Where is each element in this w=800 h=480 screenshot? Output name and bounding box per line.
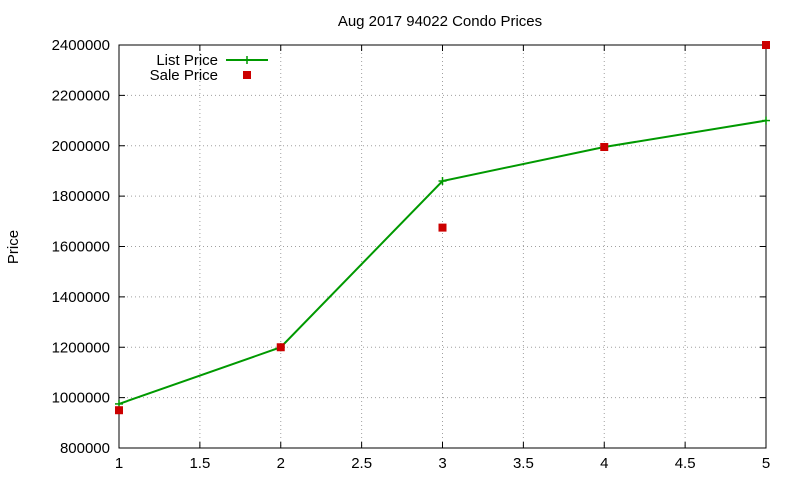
list-price-point (438, 177, 447, 186)
x-tick-label: 1.5 (189, 455, 210, 472)
legend-label-list-price: List Price (156, 52, 218, 69)
x-tick-label: 5 (762, 455, 770, 472)
legend-label-sale-price: Sale Price (150, 67, 218, 84)
y-tick-label: 1800000 (52, 188, 110, 205)
y-tick-label: 2000000 (52, 138, 110, 155)
x-tick-label: 4.5 (675, 455, 696, 472)
series (115, 41, 770, 415)
x-tick-label: 1 (115, 455, 123, 472)
legend-marker-list-price (243, 56, 251, 64)
y-tick-label: 2400000 (52, 37, 110, 54)
grid (119, 45, 766, 448)
sale-price-point (276, 343, 285, 352)
x-tick-label: 3.5 (513, 455, 534, 472)
x-tick-label: 4 (600, 455, 608, 472)
sale-price-point (762, 41, 770, 49)
x-tick-label: 3 (438, 455, 446, 472)
sale-price-point (438, 223, 447, 232)
x-tick-label: 2.5 (351, 455, 372, 472)
y-tick-label: 1200000 (52, 339, 110, 356)
chart-title: Aug 2017 94022 Condo Prices (338, 13, 542, 30)
list-price-point (762, 116, 770, 125)
y-tick-label: 800000 (60, 440, 110, 457)
y-tick-label: 2200000 (52, 87, 110, 104)
y-axis-label: Price (5, 230, 22, 264)
sale-price-point (115, 406, 123, 415)
y-tick-label: 1600000 (52, 239, 110, 256)
y-tick-label: 1000000 (52, 390, 110, 407)
axis-ticks: 800000 1000000 1200000 1400000 1600000 180000… (52, 37, 771, 472)
legend-swatch-sale-price (243, 71, 251, 79)
sale-price-point (600, 143, 609, 152)
x-tick-label: 2 (277, 455, 285, 472)
y-tick-label: 1400000 (52, 289, 110, 306)
